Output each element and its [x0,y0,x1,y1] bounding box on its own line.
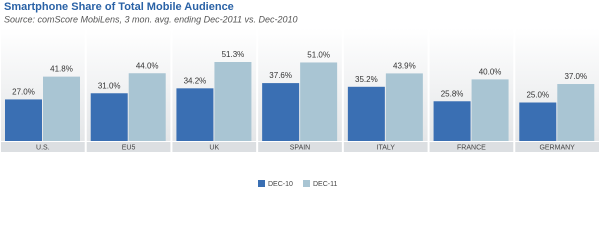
chart-subtitle: Source: comScore MobiLens, 3 mon. avg. e… [4,14,298,24]
bar [519,102,557,141]
bar [385,73,423,141]
value-label: 34.2% [184,76,207,85]
bar [262,83,300,141]
bar [433,101,471,141]
category-strip [258,142,342,152]
value-label: 27.0% [12,88,35,97]
bar [347,86,385,141]
legend-label: DEC-11 [313,181,337,188]
x-tick-label: SPAIN [290,144,311,151]
x-tick-label: U.S. [36,144,50,151]
x-tick-label: FRANCE [457,144,486,151]
page: Smartphone Share of Total Mobile Audienc… [1,0,599,188]
plot-area: U.S. EU5 UK SPAIN ITALY FRANCE GERMANY 27.0% 31.… [1,28,599,188]
category-strip [343,142,428,152]
legend-swatch [303,180,310,187]
value-label: 25.8% [441,89,464,98]
x-tick-label: UK [209,144,219,151]
chart-title: Smartphone Share of Total Mobile Audienc… [4,1,234,13]
value-label: 37.6% [269,71,292,80]
bar [90,93,128,141]
value-label: 51.0% [307,51,330,60]
legend-swatch [258,180,265,187]
bar [214,62,252,141]
bar [128,73,166,141]
legend-label: DEC-10 [268,181,293,188]
value-label: 41.8% [50,65,73,74]
category-strip [429,142,514,152]
category-strip [515,142,599,152]
bar [176,88,214,141]
category-strip [86,142,171,152]
value-label: 31.0% [98,81,121,90]
bar [43,76,80,141]
value-label: 51.3% [222,50,245,59]
category-strip [172,142,257,152]
value-label: 44.0% [136,61,159,70]
value-label: 35.2% [355,75,378,84]
x-tick-label: EU5 [122,144,136,151]
x-tick-label: GERMANY [539,144,575,151]
bar [471,79,509,141]
value-label: 40.0% [479,68,502,77]
bar [557,84,595,141]
bar [5,99,42,141]
category-strip [1,142,85,152]
bar [300,62,338,141]
value-label: 43.9% [393,62,416,71]
chart: Smartphone Share of Total Mobile Audienc… [1,1,599,188]
value-label: 37.0% [564,72,587,81]
x-tick-label: ITALY [377,144,396,151]
value-label: 25.0% [526,91,549,100]
